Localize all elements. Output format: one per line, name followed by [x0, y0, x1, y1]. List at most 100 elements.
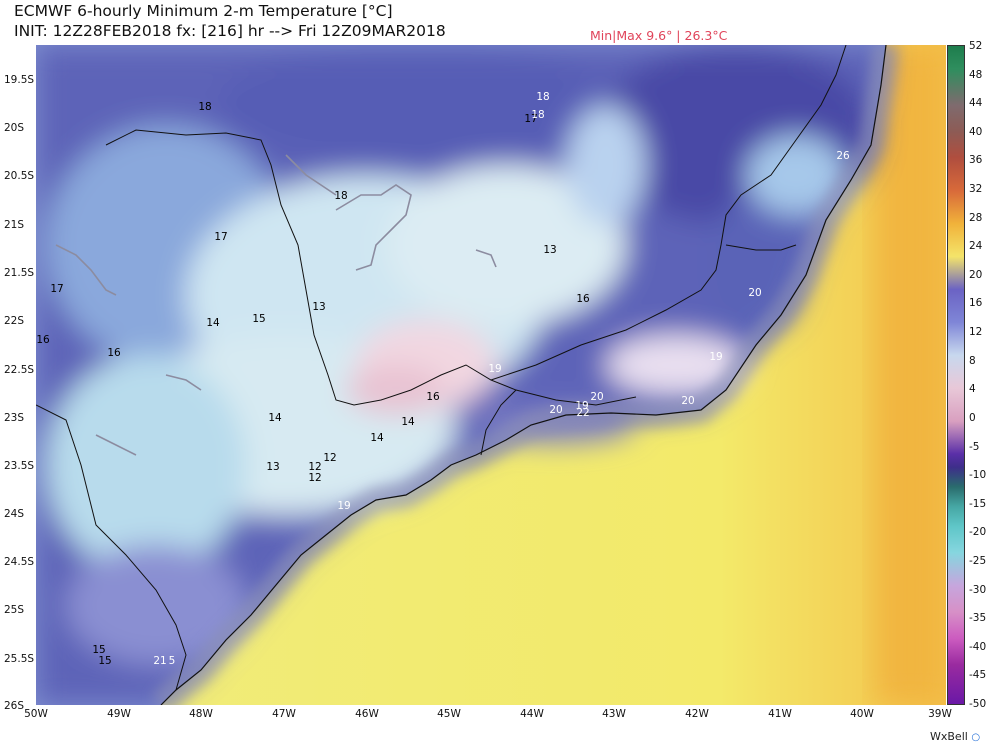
wxbell-credit: WxBell ○: [930, 730, 980, 743]
station-value: 16: [36, 334, 50, 346]
latitude-label: 23S: [4, 412, 25, 424]
colorbar-tick-label: -35: [969, 612, 987, 625]
latitude-label: 21S: [4, 219, 25, 231]
station-value: 21: [153, 655, 167, 667]
station-value: 18: [198, 101, 212, 113]
station-value: 20: [748, 287, 762, 299]
latitude-label: 24S: [4, 508, 25, 520]
latitude-label: 19.5S: [4, 74, 35, 86]
station-value: 19: [575, 400, 589, 412]
coastline: [160, 45, 887, 705]
colorbar-tick-label: 52: [969, 40, 983, 52]
colorbar-tick-label: 36: [969, 154, 983, 167]
colorbar-tick-label: 40: [969, 125, 983, 138]
station-value: 18: [531, 109, 545, 121]
station-value: 15: [252, 313, 266, 325]
colorbar-tick-label: 4: [969, 383, 976, 396]
latitude-label: 21.5S: [4, 267, 35, 279]
station-value: 13: [266, 461, 280, 473]
station-value: 22: [576, 407, 590, 419]
latitude-label: 22.5S: [4, 364, 35, 376]
station-value: 26: [836, 150, 850, 162]
colorbar-tick-label: 16: [969, 297, 983, 310]
latitude-label: 22S: [4, 315, 25, 327]
colorbar-tick-label: 32: [969, 183, 983, 196]
station-value: 16: [426, 391, 440, 403]
longitude-label: 43W: [602, 708, 626, 720]
longitude-label: 42W: [685, 708, 709, 720]
map-title: ECMWF 6-hourly Minimum 2-m Temperature […: [14, 2, 393, 20]
colorbar-tick-label: -30: [969, 583, 987, 596]
latitude-label: 20S: [4, 122, 25, 134]
station-value: 14: [370, 432, 384, 444]
colorbar-tick-label: 8: [969, 354, 976, 367]
station-value: 12: [308, 461, 322, 473]
latitude-label: 25.5S: [4, 653, 35, 665]
longitude-label: 47W: [272, 708, 296, 720]
station-value: 12: [308, 472, 322, 484]
station-value: 20: [681, 395, 695, 407]
colorbar-tick-label: -10: [969, 469, 987, 482]
station-value: 14: [206, 317, 220, 329]
colorbar-tick-label: 44: [969, 97, 983, 110]
longitude-label: 50W: [24, 708, 48, 720]
init-line: INIT: 12Z28FEB2018 fx: [216] hr --> Fri …: [14, 22, 446, 40]
latitude-label: 20.5S: [4, 170, 35, 182]
warm-sea-band: [876, 45, 946, 705]
longitude-label: 39W: [928, 708, 952, 720]
longitude-label: 40W: [850, 708, 874, 720]
longitude-label: 44W: [520, 708, 544, 720]
latitude-label: 26S: [4, 700, 25, 712]
latitude-label: 23.5S: [4, 460, 35, 472]
longitude-label: 45W: [437, 708, 461, 720]
colorbar-tick-label: 20: [969, 268, 983, 281]
latitude-label: 24.5S: [4, 556, 35, 568]
station-value: 13: [312, 301, 326, 313]
longitude-label: 48W: [189, 708, 213, 720]
colorbar-tick-label: -20: [969, 526, 987, 539]
colorbar-tick-label: -45: [969, 669, 987, 682]
station-value: 13: [543, 244, 557, 256]
colorbar-tick-label: -40: [969, 640, 987, 653]
wxbell-logo-icon: ○: [971, 732, 981, 743]
station-value: 16: [107, 347, 121, 359]
colorbar-tick-label: -5: [969, 440, 980, 453]
station-value: 17: [214, 231, 228, 243]
latitude-label: 25S: [4, 604, 25, 616]
longitude-label: 49W: [107, 708, 131, 720]
state-borders: [36, 45, 847, 691]
reservoirs: [55, 154, 497, 456]
station-value: 14: [401, 416, 415, 428]
colorbar: [947, 45, 965, 705]
map-canvas: [36, 45, 946, 705]
station-value: 20: [590, 391, 604, 403]
station-value: 15: [98, 655, 112, 667]
station-value: 18: [334, 190, 348, 202]
station-value: 19: [337, 500, 351, 512]
station-value: 19: [709, 351, 723, 363]
station-value: 14: [268, 412, 282, 424]
station-value: 12: [323, 452, 337, 464]
station-value: 19: [488, 363, 502, 375]
colorbar-tick-label: 24: [969, 240, 983, 253]
colorbar-tick-label: 0: [969, 411, 976, 424]
station-value: 20: [549, 404, 563, 416]
temperature-map: [36, 45, 946, 705]
min-max-readout: Min|Max 9.6° | 26.3°C: [590, 28, 728, 43]
colorbar-tick-label: -50: [969, 698, 987, 710]
colorbar-tick-label: 12: [969, 326, 983, 339]
station-value: 5: [168, 655, 176, 667]
station-value: 17: [524, 113, 538, 125]
colorbar-tick-label: -25: [969, 554, 987, 567]
credit-text: WxBell: [930, 730, 968, 743]
station-value: 18: [536, 91, 550, 103]
colorbar-tick-label: 28: [969, 211, 983, 224]
station-value: 15: [92, 644, 106, 656]
colorbar-tick-label: 48: [969, 68, 983, 81]
longitude-label: 41W: [768, 708, 792, 720]
land-field: [36, 45, 886, 705]
station-value: 17: [50, 283, 64, 295]
longitude-label: 46W: [355, 708, 379, 720]
colorbar-tick-label: -15: [969, 497, 987, 510]
station-value: 16: [576, 293, 590, 305]
